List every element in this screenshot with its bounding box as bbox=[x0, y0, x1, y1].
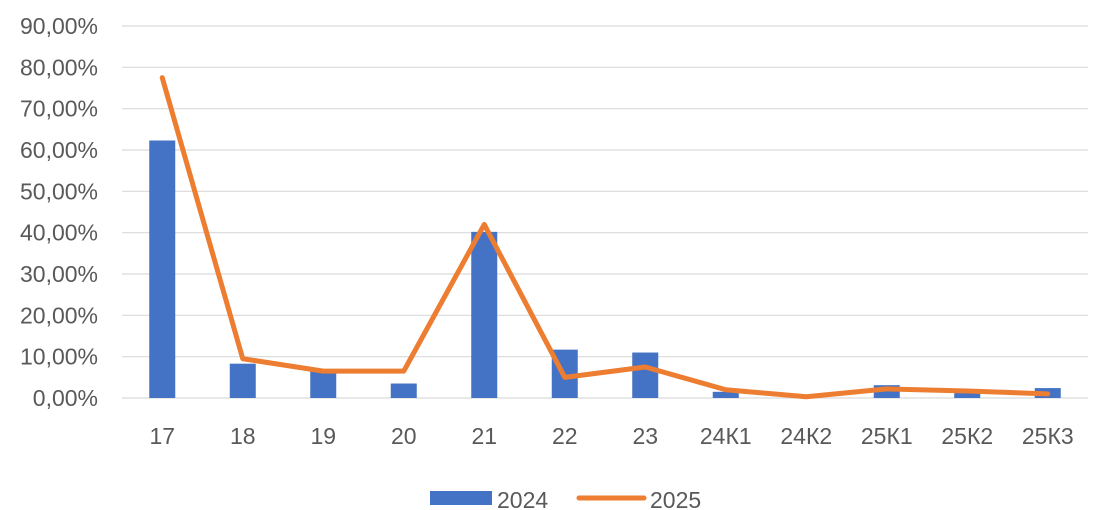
bar-2024 bbox=[149, 140, 176, 398]
x-tick-label: 20 bbox=[391, 423, 417, 449]
y-tick-label: 90,00% bbox=[20, 13, 98, 39]
legend: 2024 2025 bbox=[430, 487, 701, 510]
y-tick-label: 40,00% bbox=[20, 220, 98, 246]
y-tick-label: 10,00% bbox=[20, 344, 98, 370]
y-tick-label: 70,00% bbox=[20, 96, 98, 122]
bar-2024 bbox=[471, 231, 498, 398]
bar-2024 bbox=[310, 371, 337, 398]
bar-2024 bbox=[390, 383, 417, 398]
x-tick-label: 25К1 bbox=[861, 423, 913, 449]
x-tick-label: 24К1 bbox=[700, 423, 752, 449]
x-tick-label: 19 bbox=[310, 423, 336, 449]
bar-2024 bbox=[632, 352, 659, 398]
x-tick-label: 25К2 bbox=[941, 423, 993, 449]
y-axis-tick-labels: 0,00% 10,00% 20,00% 30,00% 40,00% 50,00% 60,00… bbox=[20, 13, 98, 411]
x-axis-tick-labels: 17 18 19 20 21 22 23 24К1 24К2 25К1 25К2 25К3 bbox=[149, 423, 1073, 449]
bars-series-2024 bbox=[149, 140, 1061, 398]
y-tick-label: 20,00% bbox=[20, 302, 98, 328]
y-tick-label: 50,00% bbox=[20, 178, 98, 204]
y-tick-label: 80,00% bbox=[20, 54, 98, 80]
y-tick-label: 0,00% bbox=[33, 385, 98, 411]
line-2025 bbox=[159, 75, 1051, 400]
legend-label-2024: 2024 bbox=[497, 487, 548, 510]
y-tick-label: 60,00% bbox=[20, 137, 98, 163]
bar-2024 bbox=[954, 393, 981, 398]
gridlines bbox=[122, 25, 1088, 399]
bar-2024 bbox=[712, 391, 739, 398]
x-tick-label: 22 bbox=[552, 423, 578, 449]
x-tick-label: 17 bbox=[149, 423, 175, 449]
x-tick-label: 25К3 bbox=[1022, 423, 1074, 449]
legend-label-2025: 2025 bbox=[650, 487, 701, 510]
x-tick-label: 24К2 bbox=[780, 423, 832, 449]
x-tick-label: 21 bbox=[471, 423, 497, 449]
bar-2024 bbox=[229, 363, 256, 398]
x-tick-label: 18 bbox=[230, 423, 256, 449]
line-series-2025 bbox=[159, 75, 1051, 400]
legend-swatch-2024 bbox=[430, 491, 492, 505]
x-tick-label: 23 bbox=[632, 423, 658, 449]
y-tick-label: 30,00% bbox=[20, 261, 98, 287]
